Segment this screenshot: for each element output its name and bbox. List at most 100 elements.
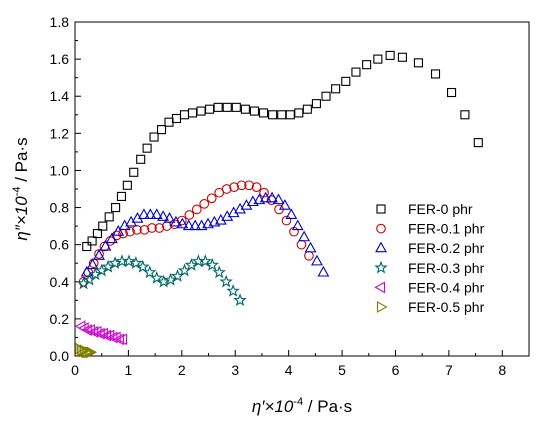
y-tick-label: 0.8 <box>50 200 70 216</box>
data-point <box>191 204 202 215</box>
data-point <box>196 106 206 116</box>
x-tick-label: 8 <box>498 362 506 378</box>
data-point <box>150 208 163 220</box>
y-tick-label: 1.6 <box>50 51 70 67</box>
y-axis-title-main: η″×10 <box>12 196 31 241</box>
data-point <box>76 276 91 290</box>
data-point <box>104 212 114 222</box>
legend-item: FER-0.5 phr <box>376 299 485 315</box>
data-point <box>240 199 253 210</box>
data-point <box>397 52 407 62</box>
legend-item: FER-0 phr <box>376 201 473 217</box>
data-point <box>291 219 304 231</box>
data-point <box>460 110 470 120</box>
x-axis-title: η′×10-4 / Pa·s <box>252 396 352 416</box>
x-tick-label: 4 <box>285 362 293 378</box>
data-point <box>139 224 150 235</box>
legend-label: FER-0.5 phr <box>408 299 485 315</box>
data-point <box>176 217 189 229</box>
data-point <box>236 180 247 191</box>
y-tick-label: 0.0 <box>50 348 70 364</box>
data-point <box>87 325 99 338</box>
series-3 <box>76 254 247 307</box>
x-tick-label: 3 <box>231 362 239 378</box>
legend-label: FER-0.3 phr <box>408 260 485 276</box>
legend-item: FER-0.3 phr <box>374 260 485 276</box>
data-point <box>122 180 132 190</box>
x-tick-label: 6 <box>392 362 400 378</box>
data-point <box>149 270 164 284</box>
data-point <box>205 257 220 271</box>
data-point <box>149 132 159 142</box>
data-point <box>131 212 144 223</box>
data-point <box>244 180 254 191</box>
series-2 <box>80 191 330 277</box>
data-point <box>171 113 182 124</box>
legend-item: FER-0.4 phr <box>374 279 485 295</box>
data-point <box>251 182 262 192</box>
x-tick-label: 0 <box>71 362 79 378</box>
data-point <box>430 69 441 79</box>
data-point <box>231 102 241 112</box>
series-layer <box>74 50 483 359</box>
y-tick-label: 0.4 <box>50 274 70 290</box>
data-point <box>129 167 139 177</box>
data-point <box>311 99 321 109</box>
series-5 <box>75 342 98 359</box>
data-point <box>94 327 105 340</box>
data-point <box>198 254 213 268</box>
y-axis-title-unit: / Pa·s <box>12 137 31 186</box>
data-point <box>116 333 128 346</box>
data-point <box>373 54 383 64</box>
data-point <box>129 256 143 269</box>
legend-label: FER-0.2 phr <box>408 240 485 256</box>
data-point <box>258 108 269 118</box>
data-point <box>331 84 341 94</box>
data-point <box>112 225 125 236</box>
data-point <box>170 215 182 227</box>
data-point <box>83 346 94 359</box>
data-point <box>111 203 121 213</box>
data-point <box>147 223 157 233</box>
legend-marker <box>376 223 386 234</box>
data-point <box>125 215 138 227</box>
data-point <box>226 283 240 297</box>
data-point <box>164 117 174 127</box>
data-point <box>106 331 118 344</box>
data-point <box>118 219 131 231</box>
data-point <box>311 254 323 266</box>
data-point <box>179 110 190 120</box>
data-point <box>233 293 247 307</box>
data-point <box>285 208 298 220</box>
legend-marker <box>376 301 388 313</box>
x-tick-label: 2 <box>178 362 186 378</box>
data-point <box>137 208 150 220</box>
y-tick-label: 0.6 <box>50 237 70 253</box>
data-point <box>113 333 124 346</box>
data-point <box>187 108 198 118</box>
data-point <box>304 250 314 261</box>
data-point <box>221 184 232 194</box>
legend-label: FER-0.1 phr <box>408 221 485 237</box>
axis-ticks: 0 1 2 3 4 5 6 7 8 0.0 0.2 0.4 0.6 0.8 1.0 1.2 1.4 1.6 1.8 <box>50 14 507 378</box>
data-point <box>281 215 292 226</box>
y-tick-label: 1.2 <box>50 125 70 141</box>
x-tick-label: 1 <box>125 362 133 378</box>
data-point <box>144 208 157 220</box>
data-point <box>259 187 269 198</box>
data-point <box>163 212 176 223</box>
data-point <box>278 199 291 210</box>
y-axis-title-sup: -4 <box>11 187 23 197</box>
data-point <box>321 91 331 101</box>
y-tick-label: 0.2 <box>50 311 70 327</box>
x-tick-label: 7 <box>445 362 453 378</box>
data-point <box>413 58 423 68</box>
data-point <box>156 125 167 135</box>
data-point <box>214 213 227 225</box>
data-point <box>205 104 215 114</box>
legend-item: FER-0.1 phr <box>376 221 485 237</box>
data-point <box>99 239 112 251</box>
data-point <box>294 108 304 118</box>
data-point <box>157 210 170 221</box>
